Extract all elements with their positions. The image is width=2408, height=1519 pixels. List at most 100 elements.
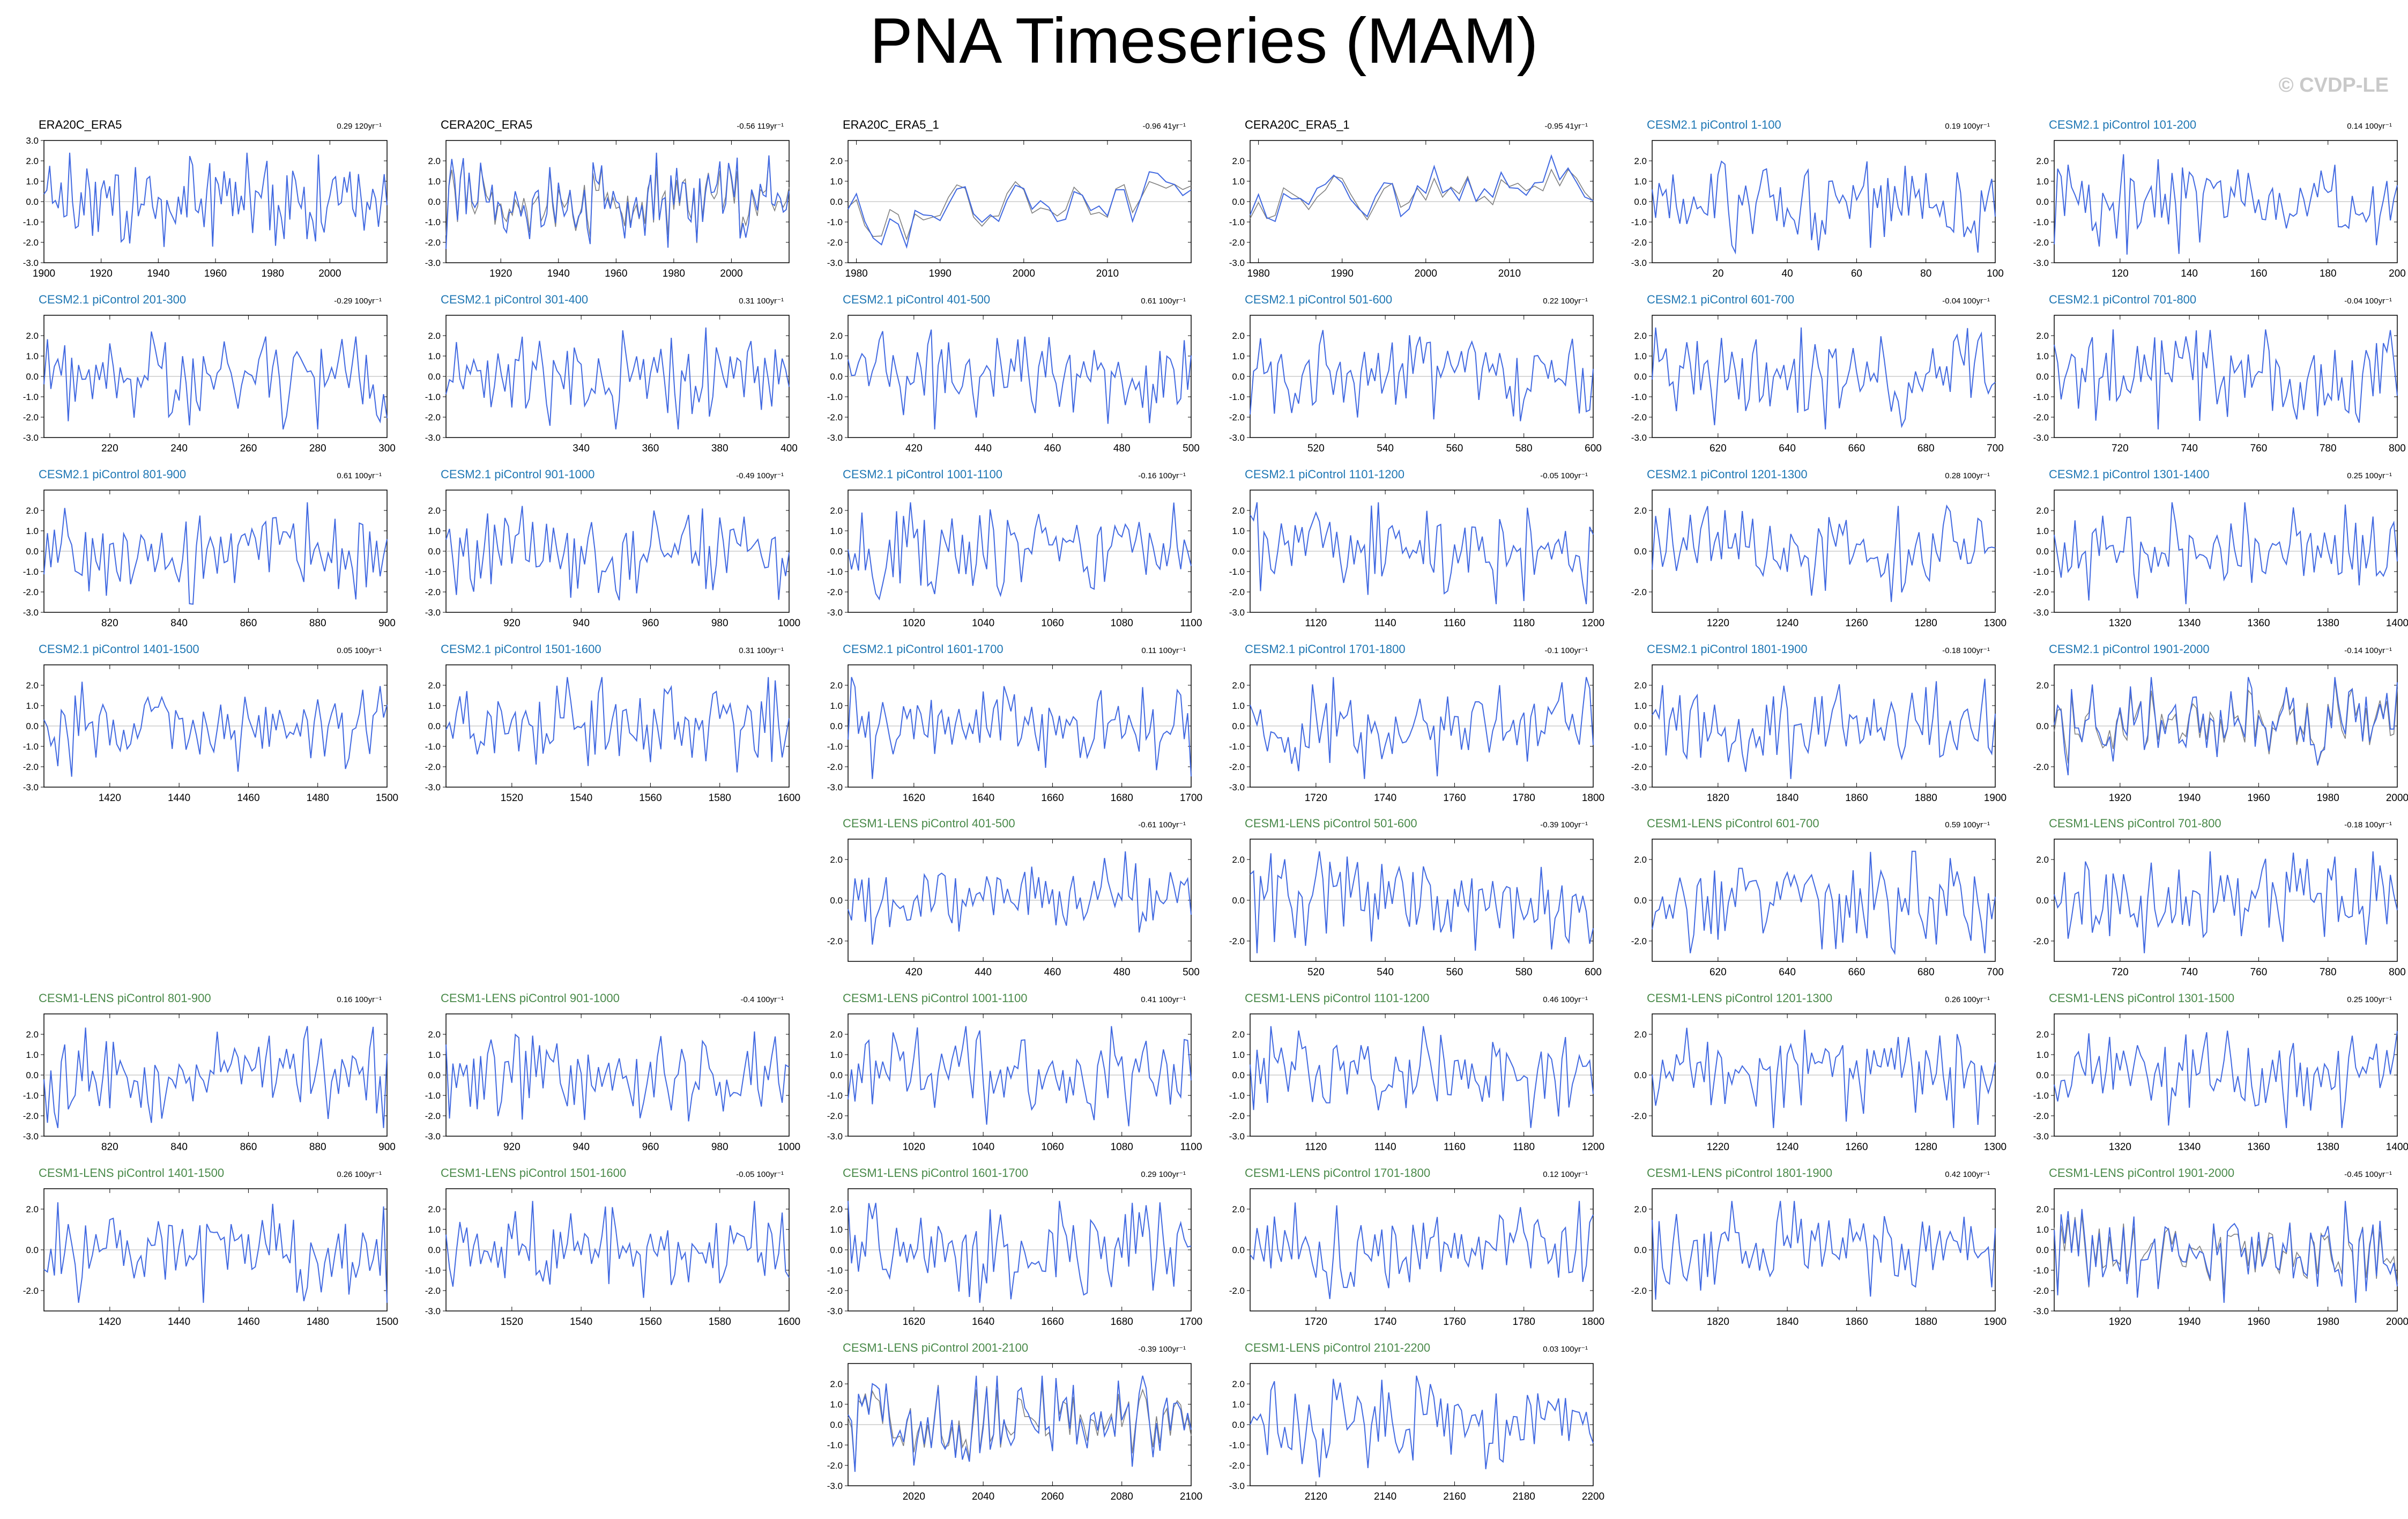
x-tick-label: 1900 xyxy=(33,268,55,279)
x-tick-label: 2010 xyxy=(1096,268,1119,279)
panel-title: CESM2.1 piControl 201-300 xyxy=(39,293,186,306)
y-tick-label: -3.0 xyxy=(425,258,441,268)
x-tick-label: 440 xyxy=(975,967,992,978)
pna-series-line xyxy=(1652,160,1996,255)
x-tick-label: 580 xyxy=(1515,443,1533,454)
x-tick-label: 1080 xyxy=(1111,1142,1133,1153)
x-tick-label: 1120 xyxy=(1305,1142,1327,1153)
y-tick-label: -2.0 xyxy=(1631,1286,1647,1296)
y-tick-label: 0.0 xyxy=(1232,372,1245,382)
y-tick-label: 1.0 xyxy=(830,1399,843,1410)
x-tick-label: 1160 xyxy=(1444,1142,1466,1153)
y-tick-label: 1.0 xyxy=(830,176,843,187)
y-tick-label: 1.0 xyxy=(2036,351,2049,361)
x-tick-label: 200 xyxy=(2389,268,2406,279)
trend-label: 0.29 120yr⁻¹ xyxy=(337,122,382,131)
x-tick-label: 1320 xyxy=(2109,618,2131,629)
x-tick-label: 1600 xyxy=(778,1316,800,1328)
x-tick-label: 560 xyxy=(1446,443,1463,454)
x-tick-label: 100 xyxy=(1987,268,2004,279)
pna-series-line xyxy=(445,152,790,249)
y-tick-label: -1.0 xyxy=(425,217,441,227)
y-tick-label: 0.0 xyxy=(1634,372,1647,382)
trend-label: 0.61 100yr⁻¹ xyxy=(337,471,382,480)
y-tick-label: 2.0 xyxy=(830,1379,843,1389)
trend-label: -0.04 100yr⁻¹ xyxy=(2344,297,2392,306)
y-tick-label: -1.0 xyxy=(1229,567,1245,577)
y-tick-label: 2.0 xyxy=(26,1029,39,1040)
panel-title: CESM1-LENS piControl 401-500 xyxy=(843,817,1015,830)
x-tick-label: 1380 xyxy=(2317,1142,2339,1153)
trend-label: -0.39 100yr⁻¹ xyxy=(1138,1345,1186,1354)
trend-label: 0.26 100yr⁻¹ xyxy=(1945,995,1990,1004)
trend-label: -0.49 100yr⁻¹ xyxy=(736,471,784,480)
x-tick-label: 2080 xyxy=(1111,1491,1133,1502)
pna-series-line xyxy=(445,327,790,429)
x-tick-label: 1860 xyxy=(1845,792,1868,804)
x-tick-label: 1800 xyxy=(1582,1316,1604,1328)
x-tick-label: 980 xyxy=(711,618,729,629)
y-tick-label: -2.0 xyxy=(2033,412,2049,423)
x-tick-label: 800 xyxy=(2389,967,2406,978)
x-tick-label: 740 xyxy=(2181,967,2198,978)
x-tick-label: 2000 xyxy=(1013,268,1035,279)
panel-title: CESM1-LENS piControl 1901-2000 xyxy=(2049,1166,2234,1180)
panel-title: CESM1-LENS piControl 501-600 xyxy=(1245,817,1417,830)
panel: CESM1-LENS piControl 801-900 0.16 100yr⁻¹… xyxy=(23,991,396,1153)
x-tick-label: 540 xyxy=(1377,967,1394,978)
panel-title: CESM2.1 piControl 1901-2000 xyxy=(2049,642,2210,656)
panel: CESM1-LENS piControl 601-700 0.59 100yr⁻¹… xyxy=(1631,817,2004,978)
y-tick-label: -2.0 xyxy=(2033,587,2049,597)
y-tick-label: 2.0 xyxy=(2036,506,2049,516)
x-tick-label: 1380 xyxy=(2317,618,2339,629)
y-tick-label: 1.0 xyxy=(830,1050,843,1060)
y-tick-label: -3.0 xyxy=(1229,258,1245,268)
pna-series-line xyxy=(2054,1201,2398,1303)
y-tick-label: 2.0 xyxy=(26,680,39,691)
y-tick-label: 2.0 xyxy=(428,1204,441,1214)
panel: CESM1-LENS piControl 901-1000 -0.4 100yr⁻… xyxy=(425,991,800,1153)
x-tick-label: 1720 xyxy=(1305,792,1327,804)
y-tick-label: -1.0 xyxy=(827,1440,843,1450)
x-tick-label: 1020 xyxy=(903,1142,925,1153)
x-tick-label: 1160 xyxy=(1444,618,1466,629)
x-tick-label: 1480 xyxy=(307,1316,329,1328)
x-tick-label: 20 xyxy=(1712,268,1723,279)
pna-series-line xyxy=(848,677,1192,779)
y-tick-label: -2.0 xyxy=(1631,936,1647,946)
y-tick-label: -2.0 xyxy=(1631,238,1647,248)
x-tick-label: 1940 xyxy=(2178,792,2201,804)
x-tick-label: 1900 xyxy=(1984,1316,2006,1328)
y-tick-label: 0.0 xyxy=(2036,546,2049,557)
x-tick-label: 1700 xyxy=(1180,1316,1202,1328)
pna-series-line xyxy=(1250,1026,1594,1128)
x-tick-label: 680 xyxy=(1918,443,1935,454)
panel: CESM1-LENS piControl 1901-2000 -0.45 100y… xyxy=(2033,1166,2408,1328)
x-tick-label: 1220 xyxy=(1707,618,1729,629)
x-tick-label: 1980 xyxy=(262,268,284,279)
panel-title: CESM2.1 piControl 1201-1300 xyxy=(1647,468,1808,481)
y-tick-label: -3.0 xyxy=(23,607,39,618)
panel-title: CESM1-LENS piControl 1201-1300 xyxy=(1647,991,1832,1005)
x-tick-label: 2200 xyxy=(1582,1491,1604,1502)
pna-series-line xyxy=(43,1026,388,1129)
x-tick-label: 1180 xyxy=(1513,618,1535,629)
panel-title: CERA20C_ERA5 xyxy=(441,118,532,131)
y-tick-label: -1.0 xyxy=(827,742,843,752)
x-tick-label: 780 xyxy=(2320,443,2337,454)
y-tick-label: -2.0 xyxy=(827,1461,843,1471)
y-tick-label: 0.0 xyxy=(1232,895,1245,906)
panel: CESM1-LENS piControl 1001-1100 0.41 100yr… xyxy=(827,991,1202,1153)
y-tick-label: -3.0 xyxy=(425,1131,441,1142)
observed-series-line xyxy=(1250,168,1594,221)
y-tick-label: 0.0 xyxy=(1232,197,1245,207)
x-tick-label: 1100 xyxy=(1180,618,1202,629)
trend-label: -0.29 100yr⁻¹ xyxy=(334,297,382,306)
x-tick-label: 920 xyxy=(503,1142,521,1153)
y-tick-label: 0.0 xyxy=(428,1070,441,1080)
y-tick-label: 2.0 xyxy=(830,156,843,166)
y-tick-label: -2.0 xyxy=(827,936,843,946)
y-tick-label: 0.0 xyxy=(26,721,39,731)
pna-series-line xyxy=(1652,327,1996,429)
